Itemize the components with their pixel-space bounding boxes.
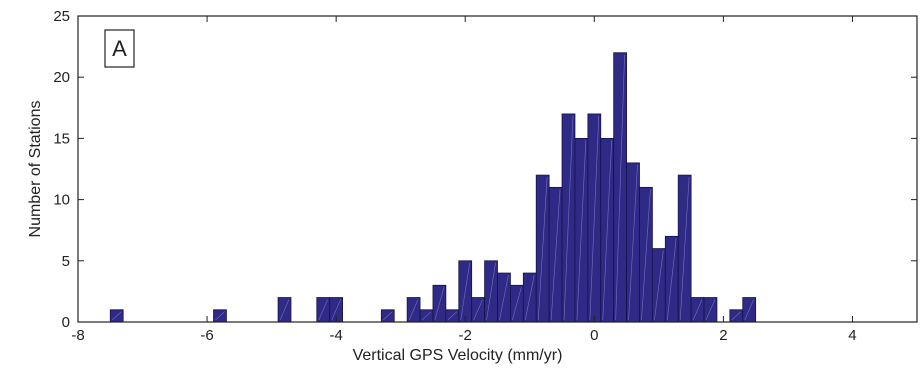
bar-hatch: [705, 299, 716, 321]
bar-hatch: [654, 250, 664, 321]
y-axis-title: Number of Stations: [27, 101, 44, 238]
y-tick-label: 25: [53, 8, 70, 25]
bar-hatch: [563, 115, 574, 321]
tick-labels-group: -8 -6 -4 -2 0 2 4 0 5 10 15 20 25: [53, 8, 856, 344]
x-tick-label: 4: [848, 327, 856, 344]
x-tick-label: -8: [71, 327, 84, 344]
bar-hatch: [512, 287, 522, 321]
bar-hatch: [408, 299, 419, 321]
bars-group: [109, 52, 757, 323]
y-tick-label: 10: [53, 192, 70, 209]
x-tick-label: -4: [329, 327, 342, 344]
bar-hatch: [731, 311, 741, 321]
bar-hatch: [679, 177, 690, 321]
y-tick-label: 5: [62, 253, 70, 270]
bar-hatch: [524, 274, 535, 321]
bar-hatch: [537, 177, 548, 321]
bar-hatch: [602, 140, 613, 321]
bar-hatch: [628, 164, 638, 321]
plot-frame: [77, 15, 918, 323]
bar-hatch: [460, 262, 471, 321]
y-tick-label: 15: [53, 130, 70, 147]
x-tick-label: 0: [590, 327, 598, 344]
x-axis-title: Vertical GPS Velocity (mm/yr): [353, 347, 563, 364]
bar-hatch: [421, 311, 432, 321]
bar-hatch: [434, 287, 445, 321]
x-tick-label: -6: [200, 327, 213, 344]
bar-hatch: [279, 299, 290, 321]
bar-hatch: [318, 299, 329, 321]
y-tick-label: 20: [53, 69, 70, 86]
bar-hatch: [331, 299, 341, 321]
bar-hatch: [215, 311, 225, 321]
bar-hatch: [589, 115, 600, 321]
bar-hatch: [666, 238, 677, 321]
bar-hatch: [641, 189, 651, 321]
bar-hatch: [692, 299, 703, 321]
x-tick-label: 2: [719, 327, 727, 344]
x-tick-label: -2: [459, 327, 472, 344]
bar-hatch: [383, 311, 393, 321]
bar-hatch: [615, 54, 625, 321]
bar-hatch: [576, 140, 587, 321]
bar-hatch: [473, 299, 483, 321]
y-tick-label: 0: [62, 314, 70, 331]
bar-hatch: [447, 311, 458, 321]
panel-label: A: [112, 36, 127, 61]
bar-hatch: [486, 262, 496, 321]
bar-hatch: [744, 299, 754, 321]
bar-hatch: [499, 274, 509, 321]
panel-label-box: [104, 29, 135, 68]
ticks-group: [77, 15, 917, 323]
bar-hatch: [112, 311, 122, 321]
bar-hatch: [550, 189, 561, 321]
